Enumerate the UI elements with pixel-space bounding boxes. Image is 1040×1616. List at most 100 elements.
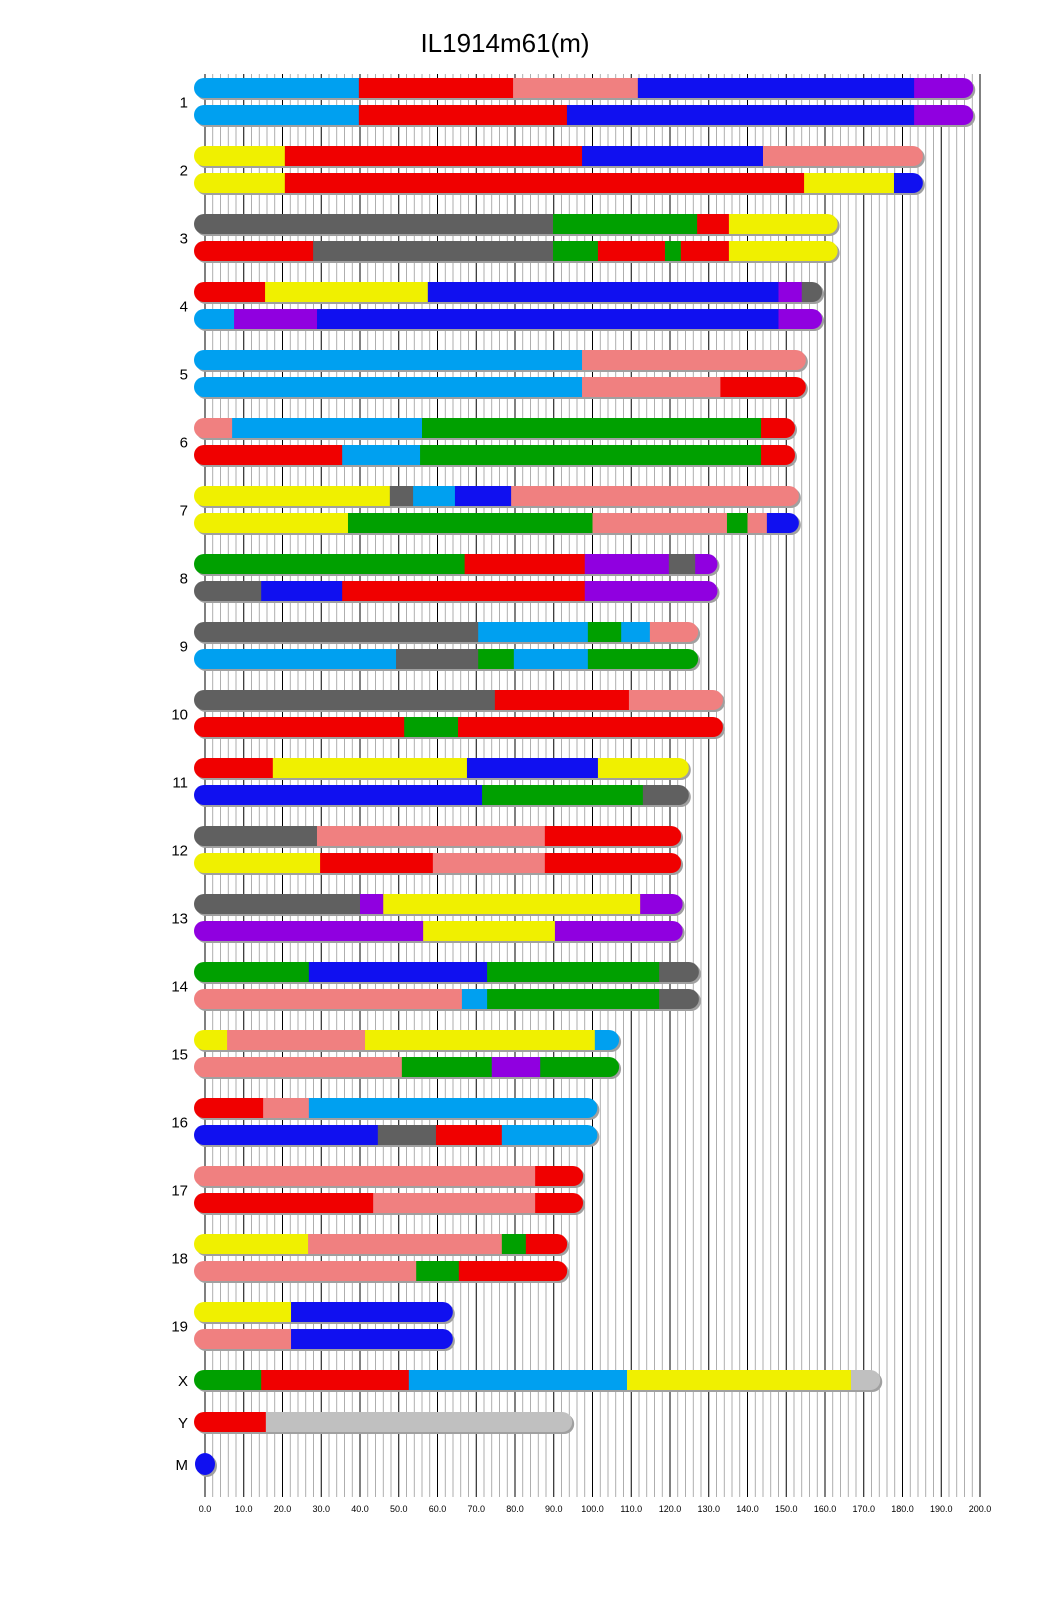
- segment: [358, 78, 514, 98]
- chromosome-8-haplotype-1: [194, 554, 720, 576]
- segments: [194, 989, 699, 1009]
- segment: [566, 105, 915, 125]
- segment: [582, 146, 764, 166]
- segment: [194, 717, 405, 737]
- segments: [194, 418, 795, 438]
- segment: [194, 1261, 417, 1281]
- chromosome-10-haplotype-2: [194, 717, 725, 739]
- chromosome-19-haplotype-1: [194, 1302, 455, 1324]
- chromosome-3-haplotype-1: [194, 214, 840, 236]
- segment: [478, 622, 589, 642]
- x-tick-label: 110.0: [620, 1504, 642, 1514]
- segment: [747, 513, 768, 533]
- segment: [416, 1261, 460, 1281]
- chromosome-label: 9: [180, 639, 188, 656]
- segment: [342, 445, 421, 465]
- segment: [621, 622, 651, 642]
- chromosome-label: 5: [180, 367, 188, 384]
- segment: [308, 1098, 598, 1118]
- segment: [404, 717, 459, 737]
- chromosome-Y-haplotype-1: [194, 1412, 575, 1434]
- segments: [194, 282, 823, 302]
- segment: [342, 581, 586, 601]
- segment: [265, 282, 429, 302]
- segment: [389, 486, 414, 506]
- chromosome-label: 11: [172, 775, 188, 792]
- segment: [801, 282, 823, 302]
- chromosome-16-haplotype-2: [194, 1125, 600, 1147]
- segment: [194, 921, 424, 941]
- segment: [587, 622, 622, 642]
- chromosome-7-haplotype-1: [194, 486, 801, 508]
- x-tick-label: 20.0: [274, 1504, 292, 1514]
- chromosome-12-haplotype-1: [194, 826, 684, 848]
- chromosome-18-haplotype-2: [194, 1261, 570, 1283]
- segment: [494, 690, 630, 710]
- segment: [626, 1370, 852, 1390]
- chromosome-M-haplotype-1: [195, 1453, 217, 1477]
- segment: [804, 173, 895, 193]
- x-tick-label: 30.0: [312, 1504, 330, 1514]
- segment: [461, 989, 488, 1009]
- segment: [291, 1302, 453, 1322]
- segment: [540, 1057, 620, 1077]
- segment: [552, 241, 599, 261]
- segment: [535, 1193, 584, 1213]
- segment: [194, 1234, 309, 1254]
- chromosome-bars: [194, 78, 976, 1477]
- x-tick-label: 130.0: [697, 1504, 720, 1514]
- segment: [587, 649, 699, 669]
- segment: [413, 486, 456, 506]
- segment: [408, 1370, 628, 1390]
- segment: [194, 649, 397, 669]
- chromosome-label: 15: [171, 1047, 188, 1064]
- chromosome-15-haplotype-2: [194, 1057, 622, 1079]
- segments: [194, 214, 838, 234]
- segments: [194, 1166, 584, 1186]
- chromosome-label: 16: [171, 1115, 188, 1132]
- segments: [194, 921, 683, 941]
- segment: [525, 1234, 568, 1254]
- chromosome-label: 8: [180, 571, 188, 588]
- segments: [194, 785, 689, 805]
- segment: [194, 309, 235, 329]
- segment: [728, 241, 838, 261]
- x-tick-label: 120.0: [659, 1504, 682, 1514]
- segments: [194, 105, 974, 125]
- chromosome-6-haplotype-2: [194, 445, 797, 467]
- chromosome-label: 12: [171, 843, 188, 860]
- chromosome-label: M: [176, 1457, 189, 1474]
- x-tick-label: 10.0: [235, 1504, 253, 1514]
- segment: [544, 826, 682, 846]
- segment: [420, 445, 762, 465]
- segment: [728, 214, 838, 234]
- segments: [194, 1030, 620, 1050]
- segment: [766, 513, 799, 533]
- segment: [347, 513, 593, 533]
- segment: [554, 921, 683, 941]
- segment: [272, 758, 468, 778]
- segment: [584, 554, 670, 574]
- chromosome-1-haplotype-1: [194, 78, 976, 100]
- x-tick-label: 170.0: [852, 1504, 875, 1514]
- chromosome-11-haplotype-2: [194, 785, 691, 807]
- segment: [194, 1098, 264, 1118]
- segment: [313, 241, 554, 261]
- chromosome-17-haplotype-1: [194, 1166, 586, 1188]
- segments: [194, 1193, 584, 1213]
- segment: [194, 282, 266, 302]
- chromosome-17-haplotype-2: [194, 1193, 586, 1215]
- segment: [194, 962, 310, 982]
- segment: [194, 1030, 228, 1050]
- segment: [501, 1234, 527, 1254]
- x-tick-label: 100.0: [581, 1504, 604, 1514]
- chromosome-label: Y: [178, 1415, 188, 1432]
- segment: [458, 1261, 568, 1281]
- segment: [194, 581, 262, 601]
- segment: [194, 853, 321, 873]
- segments: [194, 826, 682, 846]
- segment: [914, 78, 974, 98]
- x-tick-label: 190.0: [930, 1504, 953, 1514]
- segment: [194, 1412, 267, 1432]
